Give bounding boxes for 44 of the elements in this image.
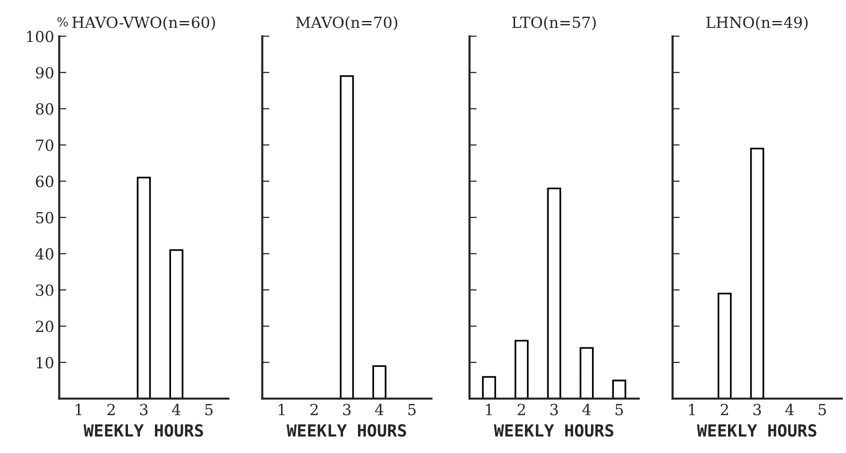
bar xyxy=(514,340,529,399)
x-axis-title: WEEKLY HOURS xyxy=(286,424,406,437)
chart-title: HAVO-VWO(n=60) xyxy=(72,16,215,30)
y-tick-label: 30 xyxy=(36,284,54,296)
y-axis-title: % xyxy=(57,17,68,27)
x-tick-label: 3 xyxy=(140,404,148,416)
bar xyxy=(482,376,496,399)
y-tick-label: 100 xyxy=(27,30,54,42)
y-tick-label: 50 xyxy=(36,212,54,224)
y-tick-label: 20 xyxy=(36,320,54,332)
x-axis-title: WEEKLY HOURS xyxy=(696,424,816,437)
y-tick-label: 10 xyxy=(36,356,54,368)
x-tick-label: 2 xyxy=(107,404,115,416)
x-tick-label: 4 xyxy=(375,404,384,416)
x-tick-label: 1 xyxy=(486,404,492,416)
bar xyxy=(580,347,594,399)
x-tick-label: 3 xyxy=(753,404,761,416)
y-tick-label: 90 xyxy=(36,66,54,78)
chart-title: LHNO(n=49) xyxy=(706,16,808,30)
x-tick-label: 1 xyxy=(689,404,695,416)
x-tick-label: 1 xyxy=(76,404,82,416)
x-axis-title: WEEKLY HOURS xyxy=(84,424,204,437)
x-axis-title: WEEKLY HOURS xyxy=(494,424,614,437)
x-tick-label: 2 xyxy=(310,404,318,416)
x-tick-label: 2 xyxy=(720,404,728,416)
bar xyxy=(547,188,562,399)
x-tick-label: 1 xyxy=(278,404,284,416)
x-tick-label: 4 xyxy=(785,404,794,416)
y-tick-label: 70 xyxy=(36,139,54,151)
chart-title: LTO(n=57) xyxy=(512,16,596,30)
y-tick-label: 60 xyxy=(36,176,54,188)
x-tick-label: 4 xyxy=(172,404,180,416)
y-tick-label: 40 xyxy=(35,248,54,260)
bar xyxy=(612,380,626,399)
x-tick-label: 3 xyxy=(343,404,351,416)
x-tick-label: 5 xyxy=(616,404,623,416)
chart-title: MAVO(n=70) xyxy=(296,16,398,30)
x-tick-label: 5 xyxy=(818,404,826,416)
x-tick-label: 3 xyxy=(550,404,558,416)
x-tick-label: 4 xyxy=(582,404,591,416)
x-tick-label: 2 xyxy=(518,404,525,416)
x-tick-label: 5 xyxy=(408,404,416,416)
x-tick-label: 5 xyxy=(205,404,213,416)
y-tick-label: 80 xyxy=(36,103,54,115)
